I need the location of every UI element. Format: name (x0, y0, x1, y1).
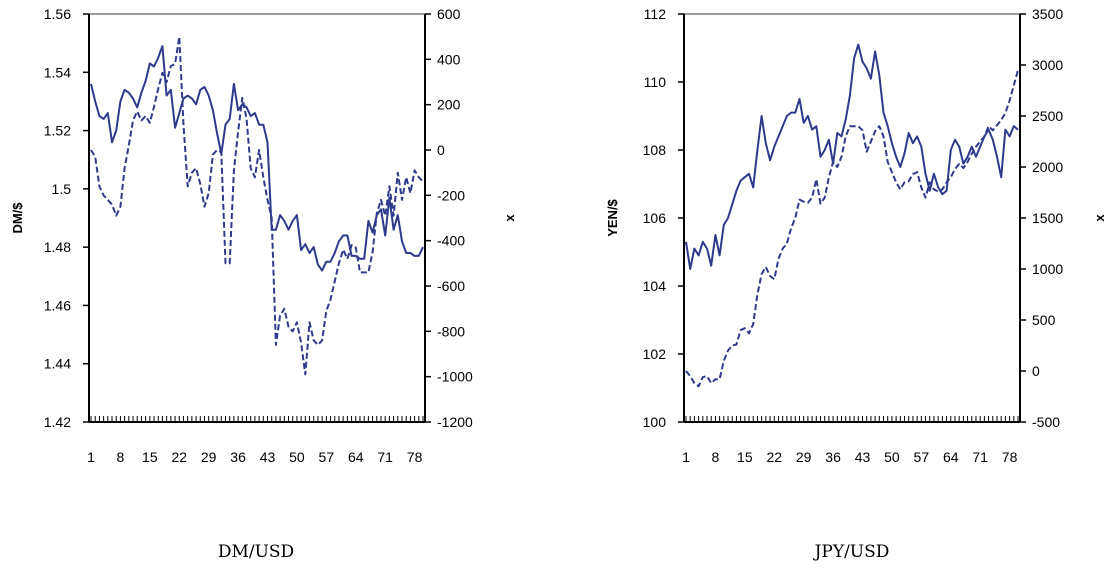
series-group (685, 43, 1019, 388)
chart-dm-usd: 1 8 15 22 29 36 43 50 57 64 71 78 1.561.541.521.51.… (10, 6, 517, 562)
chart-jpy-usd: 1 8 15 22 29 36 43 50 57 64 71 78 112 110 108 106 104 10… (605, 6, 1107, 562)
y-tick-label-right: -400 (437, 233, 465, 249)
y-tick-label-left: 1.56 (44, 6, 71, 22)
y-axis-label-left: DM/$ (10, 202, 25, 234)
y-tick-label-left: 100 (643, 414, 667, 430)
y-tick-label-right: -500 (1032, 414, 1060, 430)
y-tick-label-left: 1.54 (44, 64, 71, 80)
series-line-dashed (685, 69, 1019, 388)
y-tick-label-right: -1200 (437, 414, 473, 430)
chart-caption: DM/USD (218, 542, 294, 562)
x-tick-label: 78 (407, 449, 423, 465)
y-tick-label-right: 0 (437, 142, 445, 158)
y-tick-label-left: 106 (643, 210, 667, 226)
x-tick-label: 8 (712, 449, 720, 465)
x-tick-label: 71 (972, 449, 988, 465)
x-tick-label: 78 (1002, 449, 1018, 465)
y-ticks-left: 112 110 108 106 104 102 100 (643, 6, 684, 430)
y-tick-label-right: 500 (1032, 312, 1056, 328)
x-tick-label: 43 (855, 449, 871, 465)
x-tick-label: 43 (260, 449, 276, 465)
x-tick-label: 50 (289, 449, 305, 465)
x-ticks: 1 8 15 22 29 36 43 50 57 64 71 78 (87, 416, 424, 465)
y-tick-label-left: 1.48 (44, 239, 71, 255)
y-tick-label-left: 1.5 (52, 181, 72, 197)
x-tick-label: 36 (230, 449, 246, 465)
x-ticks: 1 8 15 22 29 36 43 50 57 64 71 78 (682, 416, 1019, 465)
y-tick-label-right: -800 (437, 323, 465, 339)
x-tick-label: 22 (766, 449, 782, 465)
y-tick-label-right: 200 (437, 97, 461, 113)
y-axis-label-right: x (502, 214, 517, 222)
y-tick-label-right: 400 (437, 51, 461, 67)
chart-caption: JPY/USD (813, 542, 890, 562)
y-ticks-right: 600 400 200 0 -200 -400 -600 -800 -1000 -1200 (425, 6, 473, 430)
y-tick-label-right: 2000 (1032, 159, 1063, 175)
y-tick-label-right: -1000 (437, 369, 473, 385)
y-tick-label-left: 1.52 (44, 123, 71, 139)
y-tick-label-left: 112 (644, 6, 667, 22)
y-tick-label-right: 3000 (1032, 57, 1063, 73)
x-tick-label: 29 (201, 449, 217, 465)
y-ticks-left: 1.56 1.54 1.52 1.5 1.48 1.46 1.44 1.42 (44, 6, 89, 430)
y-tick-label-right: -200 (437, 187, 465, 203)
y-axis-label-right: x (1092, 214, 1107, 222)
y-tick-label-left: 108 (643, 142, 667, 158)
x-tick-label: 22 (171, 449, 187, 465)
x-tick-label: 1 (682, 449, 690, 465)
x-tick-label: 8 (117, 449, 125, 465)
x-tick-label: 64 (348, 449, 364, 465)
x-tick-label: 57 (319, 449, 335, 465)
y-tick-label-right: 600 (437, 6, 461, 22)
series-line-solid (90, 45, 424, 272)
y-tick-label-left: 1.42 (44, 414, 71, 430)
y-tick-label-right: 2500 (1032, 108, 1063, 124)
y-axis-label-left: YEN/$ (605, 198, 620, 236)
y-tick-label-left: 1.44 (44, 356, 71, 372)
series-line-solid (685, 43, 1019, 270)
x-tick-label: 15 (737, 449, 753, 465)
x-tick-label: 1 (87, 449, 95, 465)
y-tick-label-right: -600 (437, 278, 465, 294)
y-tick-label-right: 1000 (1032, 261, 1063, 277)
y-tick-label-left: 102 (643, 346, 667, 362)
x-tick-label: 36 (825, 449, 841, 465)
x-tick-label: 64 (943, 449, 959, 465)
y-tick-label-left: 1.46 (44, 297, 71, 313)
y-tick-label-left: 104 (643, 278, 667, 294)
y-tick-label-right: 3500 (1032, 6, 1063, 22)
y-tick-label-right: 0 (1032, 363, 1040, 379)
y-tick-label-right: 1500 (1032, 210, 1063, 226)
x-tick-label: 50 (884, 449, 900, 465)
x-tick-label: 57 (914, 449, 930, 465)
y-ticks-right: 3500 3000 2500 2000 1500 1000 500 0 -500 (1020, 6, 1063, 430)
series-line-dashed (90, 35, 424, 376)
series-group (90, 35, 424, 376)
x-tick-label: 15 (142, 449, 158, 465)
x-tick-label: 71 (377, 449, 393, 465)
y-tick-label-left: 110 (644, 74, 667, 90)
x-tick-label: 29 (796, 449, 812, 465)
